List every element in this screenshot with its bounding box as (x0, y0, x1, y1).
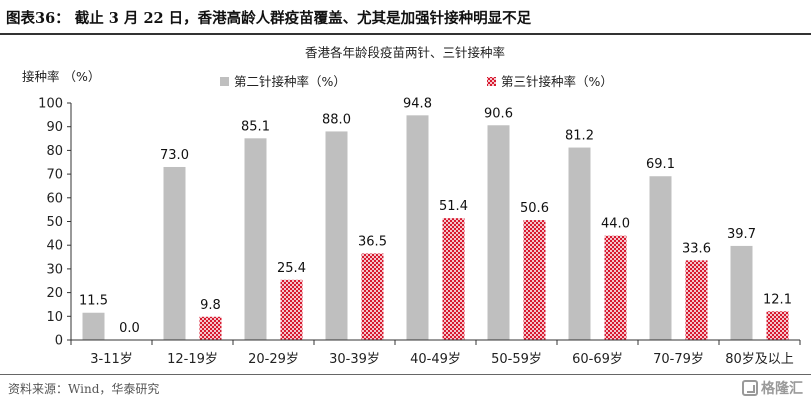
second-dose-value-label: 88.0 (322, 112, 351, 127)
third-dose-value-label: 9.8 (200, 298, 221, 313)
watermark: 格隆汇 (742, 378, 803, 398)
y-tick-label: 20 (46, 286, 63, 301)
second-dose-value-label: 69.1 (646, 157, 675, 172)
bar-chart: 香港各年龄段疫苗两针、三针接种率 接种率 （%） 第二针接种率（%） 第三针接种率… (22, 45, 801, 367)
y-axis: 0 10 20 30 40 50 60 70 80 90 100 (38, 97, 72, 349)
third-dose-bar (442, 218, 465, 340)
second-dose-bar (649, 176, 672, 340)
y-tick-label: 100 (38, 97, 63, 112)
legend-swatch-third-dose (487, 77, 496, 86)
second-dose-bar (82, 312, 105, 340)
third-dose-bar (604, 235, 627, 340)
third-dose-bar (199, 316, 222, 340)
second-dose-bar (244, 138, 267, 340)
y-tick-label: 60 (46, 191, 63, 206)
x-tick-label: 60-69岁 (572, 352, 623, 367)
header-divider (0, 33, 811, 35)
y-tick-label: 10 (46, 310, 63, 325)
second-dose-value-label: 39.7 (727, 227, 756, 242)
third-dose-value-label: 0.0 (119, 321, 140, 336)
second-dose-bar (406, 115, 429, 340)
chart-title: 香港各年龄段疫苗两针、三针接种率 (305, 45, 505, 60)
second-dose-value-label: 85.1 (241, 119, 270, 134)
x-tick-label: 20-29岁 (248, 352, 299, 367)
legend-swatch-second-dose (220, 77, 229, 86)
y-axis-label: 接种率 （%） (22, 69, 100, 84)
bars: 11.5 73.0 85.1 88.0 94.8 90.6 81.2 69.1 39.7 0.0 9… (79, 96, 792, 340)
second-dose-value-label: 81.2 (565, 129, 594, 144)
y-tick-label: 90 (46, 120, 63, 135)
second-dose-value-label: 90.6 (484, 106, 513, 121)
third-dose-value-label: 44.0 (601, 217, 630, 232)
x-tick-label: 50-59岁 (491, 352, 542, 367)
x-tick-label: 12-19岁 (167, 352, 218, 367)
third-dose-bar (280, 279, 303, 340)
x-tick-label: 80岁及以上 (725, 352, 794, 367)
y-tick-label: 70 (46, 168, 63, 183)
x-tick-label: 70-79岁 (653, 352, 704, 367)
legend-label-third-dose: 第三针接种率（%） (501, 74, 613, 89)
y-tick-label: 50 (46, 215, 63, 230)
y-tick-label: 80 (46, 144, 63, 159)
legend: 第二针接种率（%） 第三针接种率（%） (220, 74, 613, 89)
x-tick-label: 30-39岁 (329, 352, 380, 367)
y-tick-label: 0 (55, 334, 63, 349)
watermark-text: 格隆汇 (761, 381, 803, 397)
watermark-logo-icon (742, 380, 758, 396)
second-dose-bar (730, 245, 753, 340)
third-dose-bar (361, 253, 384, 340)
third-dose-value-label: 25.4 (277, 261, 306, 276)
second-dose-bar (163, 166, 186, 340)
source-note: 资料来源：Wind，华泰研究 (8, 382, 160, 396)
third-dose-value-label: 50.6 (520, 201, 549, 216)
figure-title: 图表36： 截止 3 月 22 日，香港高龄人群疫苗覆盖、尤其是加强针接种明显不… (6, 10, 532, 27)
x-axis: 3-11岁 12-19岁 20-29岁 30-39岁 40-49岁 50-59岁 60-69… (70, 339, 801, 367)
second-dose-bar (487, 125, 510, 340)
figure-header: 图表36： 截止 3 月 22 日，香港高龄人群疫苗覆盖、尤其是加强针接种明显不… (0, 0, 811, 35)
third-dose-value-label: 36.5 (358, 234, 387, 249)
second-dose-value-label: 94.8 (403, 96, 432, 111)
second-dose-value-label: 11.5 (79, 294, 108, 309)
second-dose-value-label: 73.0 (160, 148, 189, 163)
second-dose-bar (568, 147, 591, 340)
third-dose-bar (766, 311, 789, 340)
footer-divider (0, 374, 811, 375)
third-dose-value-label: 51.4 (439, 199, 468, 214)
x-tick-label: 3-11岁 (90, 352, 133, 367)
legend-label-second-dose: 第二针接种率（%） (234, 74, 346, 89)
third-dose-value-label: 12.1 (763, 292, 792, 307)
second-dose-bar (325, 131, 348, 340)
x-tick-label: 40-49岁 (410, 352, 461, 367)
third-dose-value-label: 33.6 (682, 241, 711, 256)
y-tick-label: 30 (46, 262, 63, 277)
third-dose-bar (523, 220, 546, 340)
third-dose-bar (685, 260, 708, 340)
y-tick-label: 40 (46, 239, 63, 254)
